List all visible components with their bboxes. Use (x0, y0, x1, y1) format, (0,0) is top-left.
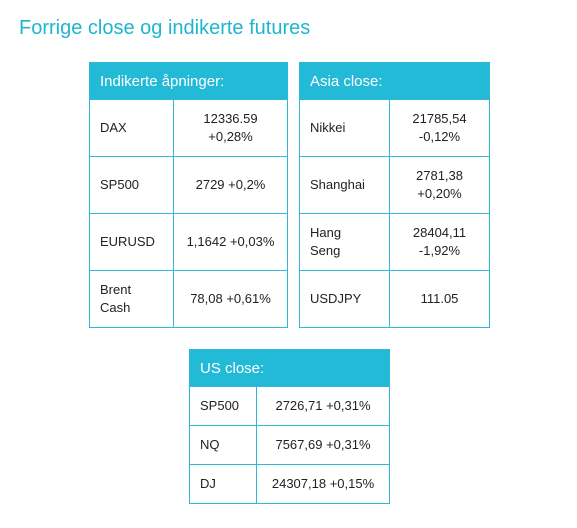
value-level: 12336.59 (203, 111, 258, 126)
market-name: Shanghai (299, 156, 390, 214)
table-header-row: Asia close: (298, 62, 491, 100)
market-name: DAX (89, 99, 174, 157)
table-row: SP500 2726,71 +0,31% (189, 386, 391, 426)
market-name-line1: Hang (310, 225, 342, 240)
value-level: 2781,38 (416, 168, 463, 183)
market-name-line1: Brent (100, 282, 132, 297)
value-level: 21785,54 (412, 111, 467, 126)
table-header-row: Indikerte åpninger: (89, 62, 288, 100)
table-row: Brent Cash 78,08 +0,61% (89, 270, 288, 328)
market-value: 7567,69 +0,31% (255, 425, 391, 465)
value-change: -1,92% (418, 243, 461, 258)
market-name: NQ (189, 425, 257, 465)
table-row: Shanghai 2781,38 +0,20% (299, 156, 491, 214)
market-value: 12336.59 +0,28% (173, 99, 288, 157)
market-value: 2781,38 +0,20% (388, 156, 491, 214)
table-row: NQ 7567,69 +0,31% (189, 425, 391, 465)
value-level: 28404,11 (412, 225, 467, 240)
market-name: Hang Seng (299, 213, 390, 271)
market-value: 21785,54 -0,12% (388, 99, 491, 157)
market-name: Nikkei (299, 99, 390, 157)
table-row: Hang Seng 28404,11 -1,92% (299, 213, 491, 271)
us-close-header: US close: (188, 349, 391, 387)
market-value: 1,1642 +0,03% (173, 213, 288, 271)
value-change: -0,12% (418, 129, 461, 144)
value-change: +0,20% (417, 186, 462, 201)
table-row: DAX 12336.59 +0,28% (89, 99, 288, 157)
value-change: +0,28% (208, 129, 253, 144)
us-close-table: US close: SP500 2726,71 +0,31% NQ 7567,6… (188, 349, 391, 504)
table-row: Nikkei 21785,54 -0,12% (299, 99, 491, 157)
market-name: SP500 (89, 156, 174, 214)
market-value: 2729 +0,2% (173, 156, 288, 214)
market-name: Brent Cash (89, 270, 174, 328)
asia-close-table: Asia close: Nikkei 21785,54 -0,12% Shang… (298, 62, 491, 328)
page-title: Forrige close og indikerte futures (19, 17, 311, 39)
market-name: SP500 (189, 386, 257, 426)
market-name-line2: Cash (100, 300, 131, 315)
market-name: DJ (189, 464, 257, 504)
table-row: USDJPY 111.05 (299, 270, 491, 328)
market-value: 24307,18 +0,15% (255, 464, 391, 504)
table-row: DJ 24307,18 +0,15% (189, 464, 391, 504)
market-value: 28404,11 -1,92% (388, 213, 491, 271)
market-value: 111.05 (388, 270, 491, 328)
market-value: 78,08 +0,61% (173, 270, 288, 328)
table-header-row: US close: (188, 349, 391, 387)
table-row: EURUSD 1,1642 +0,03% (89, 213, 288, 271)
market-value: 2726,71 +0,31% (255, 386, 391, 426)
market-name: EURUSD (89, 213, 174, 271)
table-row: SP500 2729 +0,2% (89, 156, 288, 214)
market-name: USDJPY (299, 270, 390, 328)
asia-close-header: Asia close: (298, 62, 491, 100)
market-name-line2: Seng (310, 243, 341, 258)
indicated-openings-header: Indikerte åpninger: (89, 62, 288, 100)
indicated-openings-table: Indikerte åpninger: DAX 12336.59 +0,28% … (89, 62, 288, 328)
